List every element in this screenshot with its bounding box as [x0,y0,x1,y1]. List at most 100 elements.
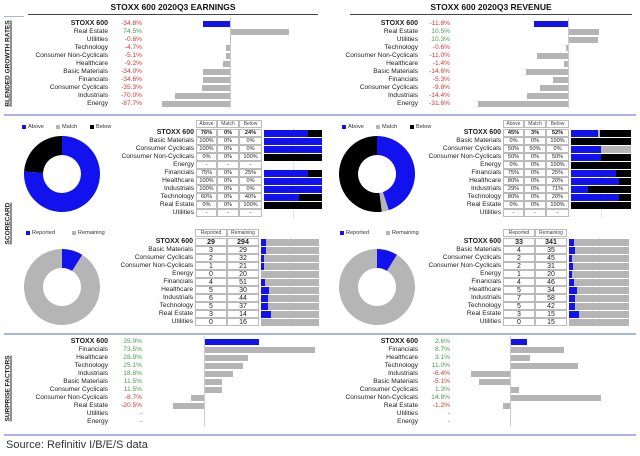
donut-chart [339,249,415,325]
table-cell: 40% [239,193,262,201]
legend-item: Remaining [386,230,419,236]
category-label: STOXX 600 [380,20,418,27]
row-label: STOXX 600 [463,129,501,136]
bar-reported [569,295,576,302]
category-label: Consumer Non-Cyclicals [35,52,108,59]
table-cell: 37 [227,302,259,310]
bar [478,379,510,385]
bar [202,85,230,91]
bar-above [264,170,308,177]
table-cell: 50% [524,145,546,153]
value-label: -1.2% [432,402,450,409]
bar [203,69,230,75]
value-label: 8.7% [434,346,450,353]
value-label: -31.6% [429,100,450,107]
row-label: Energy [480,270,501,277]
legend-swatch [410,124,414,129]
bar-match [598,130,600,137]
category-label: Financials [78,346,108,353]
category-label: Utilities [396,36,418,43]
table-header: Below [546,120,569,128]
value-label: 10.3% [431,36,450,43]
row-label: Utilities [479,318,501,325]
bar-remaining [571,255,629,262]
value-label: -9.2% [124,60,142,67]
row-label: Consumer Non-Cyclicals [120,262,193,269]
bar [190,395,204,401]
table-cell: 0% [217,177,239,185]
category-label: Consumer Cyclicals [49,386,108,393]
table-cell: - [217,209,239,217]
table-cell: 5 [503,286,535,294]
bar [205,379,223,385]
legend-swatch [22,124,26,129]
value-label: -34.0% [121,68,142,75]
revenue-title: STOXX 600 2020Q3 REVENUE [430,2,552,12]
table-cell: 4 [503,246,535,254]
table-cell: 42 [535,302,567,310]
table-cell: 100% [196,185,217,193]
bar [161,101,230,107]
bar-above [571,130,598,137]
bar-below [571,202,631,209]
bar [540,85,568,91]
value-label: 35.9% [123,338,142,345]
table-cell: 0% [217,129,239,137]
table-cell: - [217,161,239,169]
legend-swatch [342,124,346,129]
legend-item: Match [376,124,397,130]
legend-item: Above [22,124,44,130]
table-cell: 58 [535,294,567,302]
legend-item: Above [342,124,364,130]
value-label: -11.0% [429,52,450,59]
donut-slice [24,136,62,173]
category-label: Real Estate [383,402,418,409]
bar-below [307,170,322,177]
category-label: Technology [74,362,108,369]
row-label: Energy [172,270,193,277]
value-label: 1.3% [434,386,450,393]
table-cell: 4 [195,278,227,286]
table-cell: 31 [535,262,567,270]
bar-remaining [574,239,629,246]
value-label: -5.3% [432,76,450,83]
legend-swatch [72,230,76,235]
bar-above [571,194,619,201]
value-label: -1.4% [432,60,450,67]
bar [205,371,234,377]
category-label: Basic Materials [373,378,418,385]
bar-remaining [266,239,319,246]
bar-reported [261,303,268,310]
bar [175,93,230,99]
table-header: Remaining [535,229,567,237]
bar-reported [261,287,270,294]
category-label: Financials [388,346,418,353]
table-cell: 29% [503,185,524,193]
donut-slice [379,192,389,212]
value-label: -35.3% [121,84,142,91]
category-label: Energy [87,418,108,425]
table-cell: 0% [546,145,569,153]
category-label: Industrials [77,92,108,99]
donut-chart [23,249,100,325]
legend-label: Below [96,124,112,130]
row-label: Technology [467,302,501,309]
divider-2 [4,333,636,335]
table-cell: 3 [503,310,535,318]
bar-remaining [576,287,629,294]
bar-remaining [261,319,319,326]
table-cell: - [196,161,217,169]
table-cell: 24% [239,129,262,137]
row-label: Energy [173,161,194,168]
bar-remaining [579,311,629,318]
bar-reported [569,311,579,318]
table-cell: 0% [217,153,239,161]
table-cell: 0% [503,161,524,169]
donut-chart [23,136,100,212]
table-cell: 100% [546,161,569,169]
table-cell: 30 [227,286,259,294]
category-label: STOXX 600 [380,338,418,345]
bar [203,77,230,83]
value-label: -5.1% [124,52,142,59]
zero-axis [230,18,231,108]
